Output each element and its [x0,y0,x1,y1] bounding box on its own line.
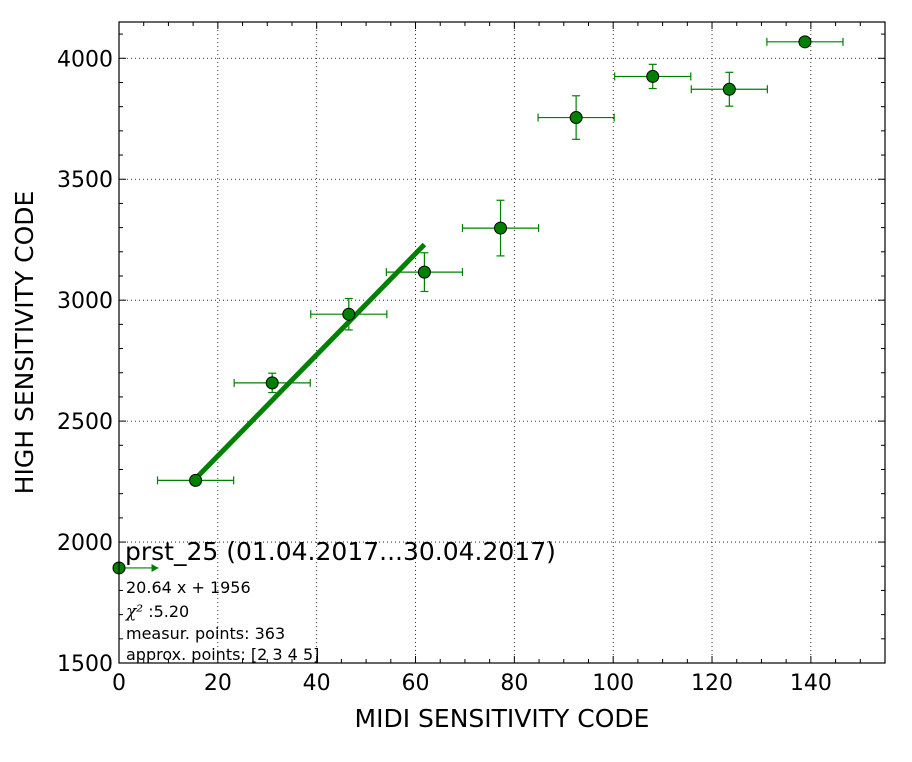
chi-symbol: χ² [125,602,143,622]
x-error-arrow [151,563,159,572]
data-point [646,69,660,83]
annotation-measur-points: measur. points: 363 [126,624,285,643]
data-point [189,473,203,487]
data-point [494,221,508,235]
x-tick-label: 40 [303,671,331,696]
y-axis-label: HIGH SENSITIVITY CODE [10,191,39,495]
data-point [798,35,812,49]
fit-line [193,242,427,481]
y-tick-label: 4000 [57,47,113,72]
annotation-title: prst_25 (01.04.2017...30.04.2017) [125,537,556,566]
x-axis-label: MIDI SENSITIVITY CODE [355,704,650,733]
y-tick-label: 3500 [57,168,113,193]
x-tick-labels: 0 20 40 60 80 100 120 140 [112,671,832,696]
plot-frame [118,21,886,664]
data-point [569,111,583,125]
chi-value: :5.20 [143,602,189,621]
y-tick-label: 2500 [57,410,113,435]
annotation-equation: 20.64 x + 1956 [126,578,251,597]
data-points [112,35,812,575]
grid [118,22,885,664]
x-tick-label: 0 [112,671,126,696]
x-tick-label: 120 [691,671,733,696]
y-tick-label: 3000 [57,289,113,314]
y-tick-label: 1500 [57,652,113,677]
data-point [342,307,356,321]
y-tick-label: 2000 [57,531,113,556]
error-bars [119,37,844,572]
data-point [265,376,279,390]
x-tick-label: 80 [500,671,528,696]
data-point [722,82,736,96]
annotation-approx-points: approx. points: [2 3 4 5] [126,645,319,664]
annotation-chi: χ² :5.20 [125,602,189,622]
ticks [118,22,886,664]
y-tick-labels: 1500 2000 2500 3000 3500 4000 [57,47,113,677]
x-tick-label: 100 [592,671,634,696]
data-point [417,265,431,279]
x-tick-label: 60 [402,671,430,696]
x-tick-label: 20 [204,671,232,696]
x-tick-label: 140 [790,671,832,696]
fit-line-group [193,242,427,481]
